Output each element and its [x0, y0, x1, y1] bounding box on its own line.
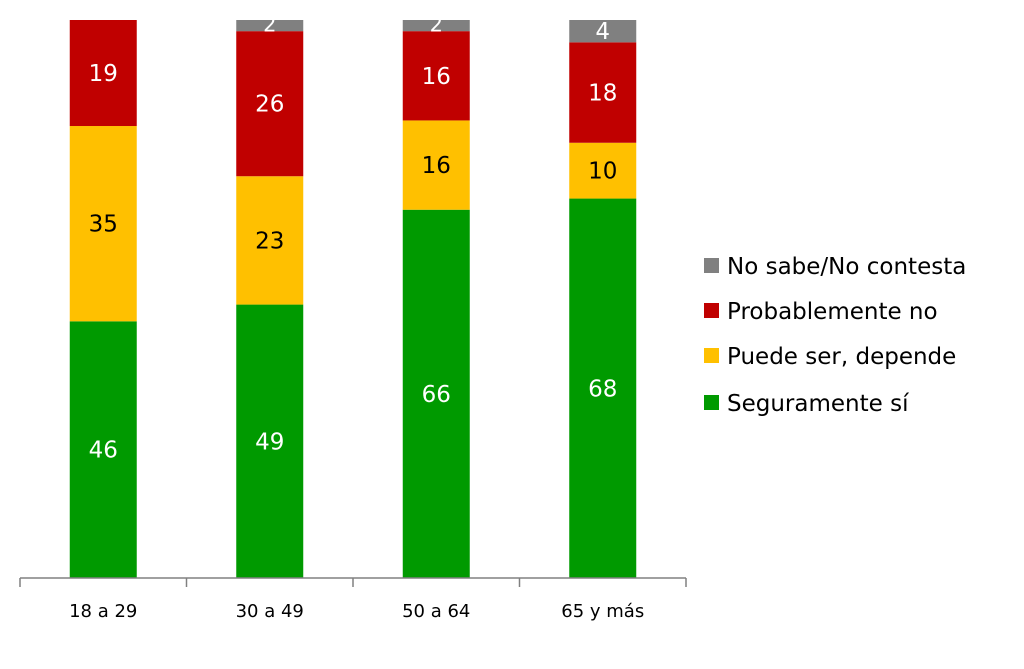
x-tick-label: 18 a 29 [69, 601, 137, 622]
bar-segment-no-sabe-no-contesta-30-a-49 [236, 20, 304, 32]
data-label: 66 [422, 382, 451, 408]
legend-item-no-sabe-no-contesta: No sabe/No contesta [704, 254, 966, 280]
bar-segment-probablemente-no-65-y-mas [569, 42, 637, 143]
x-tick-label: 65 y más [561, 601, 644, 622]
data-label: 49 [255, 429, 284, 455]
x-axis: 18 a 29 30 a 49 50 a 64 65 y más [19, 577, 687, 622]
bar-segment-puede-ser-depende-65-y-mas [569, 142, 637, 199]
data-label: 23 [255, 228, 284, 254]
bar-segment-seguramente-si-50-a-64 [402, 209, 470, 578]
legend-label: No sabe/No contesta [727, 254, 966, 280]
data-label: 19 [89, 61, 118, 87]
legend-swatch [704, 348, 719, 363]
bar-segment-probablemente-no-18-a-29 [69, 20, 137, 127]
data-label: 68 [588, 376, 617, 402]
data-label: 2 [263, 13, 276, 37]
data-label: 4 [595, 19, 610, 45]
bars-group: 46 35 19 49 23 26 2 66 16 16 2 68 10 18 4 [69, 13, 637, 578]
legend-label: Probablemente no [727, 299, 938, 325]
bar-segment-puede-ser-depende-18-a-29 [69, 126, 137, 322]
bar-segment-no-sabe-no-contesta-50-a-64 [402, 20, 470, 32]
x-tick-label: 50 a 64 [402, 601, 470, 622]
bar-segment-no-sabe-no-contesta-65-y-mas [569, 20, 637, 43]
data-label: 35 [89, 212, 118, 238]
data-label: 46 [89, 438, 118, 464]
legend-item-probablemente-no: Probablemente no [704, 299, 938, 325]
x-tick-label: 30 a 49 [236, 601, 304, 622]
legend: No sabe/No contesta Probablemente no Puede… [704, 254, 966, 417]
bar-segment-puede-ser-depende-50-a-64 [402, 120, 470, 210]
legend-swatch [704, 258, 719, 273]
data-label: 16 [422, 153, 451, 179]
data-label: 2 [430, 13, 443, 37]
legend-item-puede-ser-depende: Puede ser, depende [704, 344, 956, 370]
bar-segment-probablemente-no-50-a-64 [402, 31, 470, 121]
legend-label: Seguramente sí [727, 391, 909, 417]
legend-item-seguramente-si: Seguramente sí [704, 391, 909, 417]
bar-segment-seguramente-si-18-a-29 [69, 321, 137, 578]
bar-segment-probablemente-no-30-a-49 [236, 31, 304, 177]
legend-swatch [704, 303, 719, 318]
data-label: 18 [588, 81, 617, 107]
data-label: 26 [255, 92, 284, 118]
data-label: 10 [588, 159, 617, 185]
bar-segment-puede-ser-depende-30-a-49 [236, 176, 304, 305]
legend-label: Puede ser, depende [727, 344, 956, 370]
legend-swatch [704, 395, 719, 410]
data-label: 16 [422, 64, 451, 90]
bar-segment-seguramente-si-30-a-49 [236, 304, 304, 578]
bar-segment-seguramente-si-65-y-mas [569, 198, 637, 578]
